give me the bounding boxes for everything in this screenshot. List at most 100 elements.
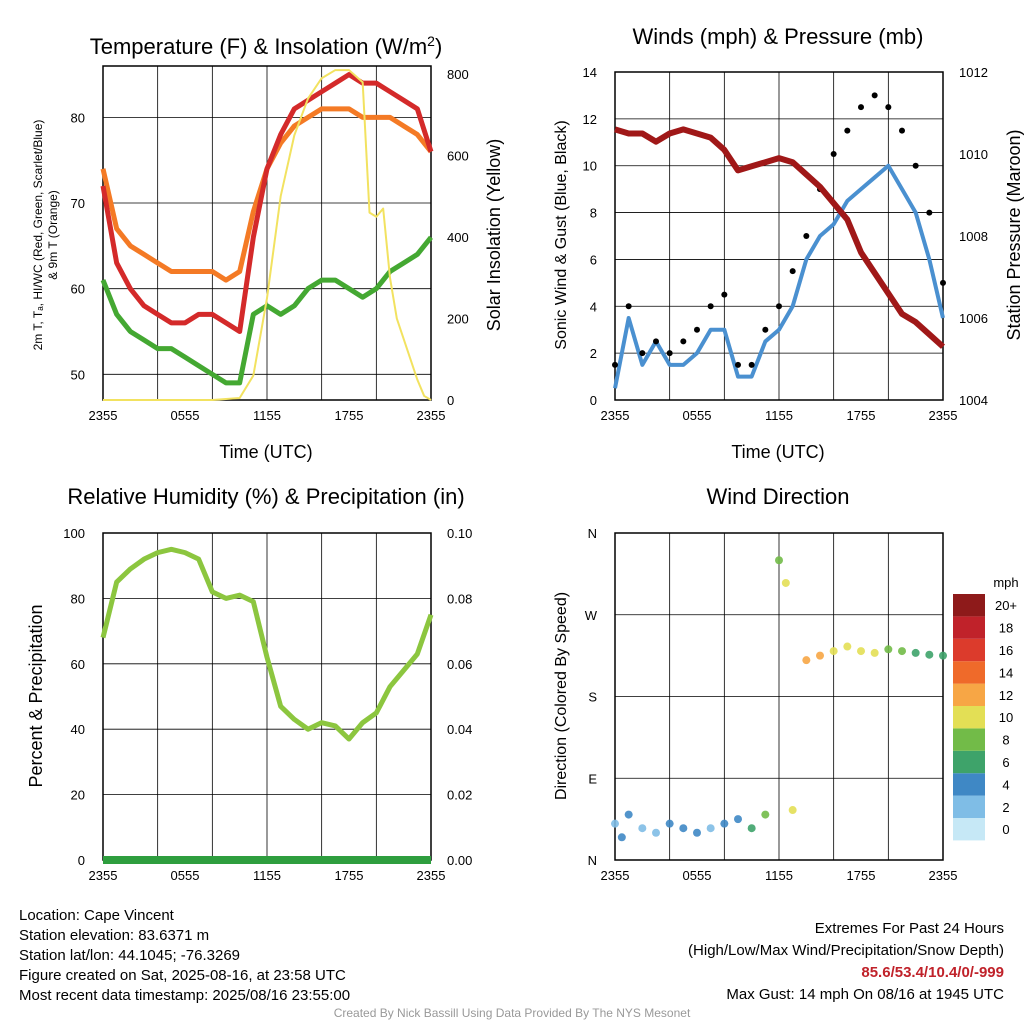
y2-tick-label: 1008 <box>959 229 988 244</box>
gust-point <box>844 127 851 134</box>
direction-point <box>761 810 770 819</box>
legend-swatch <box>953 795 985 818</box>
y2-tick-label: 0.10 <box>447 526 472 541</box>
temperature-ylabel-1: 2m T, Tₐ, HI/WC (Red, Green, Scarlet/Blu… <box>31 120 45 351</box>
plot-frame <box>102 65 432 401</box>
direction-point <box>788 806 797 815</box>
gust-point <box>625 303 632 310</box>
x-tick-label: 0555 <box>171 868 200 883</box>
y2-tick-label: 0 <box>447 393 454 408</box>
humidity-ylabel: Percent & Precipitation <box>26 604 46 787</box>
x-tick-label: 0555 <box>171 408 200 423</box>
direction-point <box>775 556 783 565</box>
temperature-xlabel: Time (UTC) <box>219 442 312 462</box>
direction-point <box>734 815 742 824</box>
y-tick-label: 2 <box>590 346 597 361</box>
y2-tick-label: 800 <box>447 67 469 82</box>
extremes-subheading: (High/Low/Max Wind/Precipitation/Snow De… <box>688 942 1004 959</box>
max-gust: Max Gust: 14 mph On 08/16 at 1945 UTC <box>726 986 1004 1003</box>
x-tick-label: 1155 <box>765 868 793 883</box>
winds-title: Winds (mph) & Pressure (mb) <box>633 24 924 49</box>
gust-point <box>803 233 810 239</box>
winds-ylabel: Sonic Wind & Gust (Blue, Black) <box>553 120 570 349</box>
x-tick-label: 1755 <box>847 408 876 423</box>
legend-swatch <box>953 728 985 751</box>
legend-swatch <box>953 773 985 796</box>
gust-point <box>885 104 892 111</box>
direction-point <box>898 647 906 656</box>
x-tick-label: 2355 <box>89 868 118 883</box>
x-tick-label: 1755 <box>847 868 876 883</box>
temperature-series-3 <box>103 69 432 401</box>
wind-direction-title: Wind Direction <box>706 484 849 509</box>
wind-direction-ylabel: Direction (Colored By Speed) <box>553 592 570 800</box>
legend-label: 12 <box>999 688 1013 703</box>
gust-point <box>721 291 728 298</box>
gust-point <box>926 209 933 216</box>
direction-point <box>679 824 688 833</box>
footer-credit: Created By Nick Bassill Using Data Provi… <box>333 1006 691 1020</box>
direction-point <box>884 645 893 654</box>
y-tick-label: 14 <box>583 65 597 80</box>
y-tick-label: N <box>588 526 597 541</box>
y2-tick-label: 1004 <box>959 393 988 408</box>
direction-point <box>911 648 920 657</box>
temperature-ylabel-2: & 9m T (Orange) <box>46 190 60 280</box>
winds-panel: Winds (mph) & Pressure (mb) Time (UTC) S… <box>553 24 1024 462</box>
legend-swatch <box>953 750 985 774</box>
x-tick-label: 2355 <box>89 408 118 423</box>
gust-point <box>639 350 646 357</box>
extremes-values: 85.6/53.4/10.4/0/-999 <box>861 964 1004 981</box>
x-tick-label: 1755 <box>335 868 364 883</box>
gust-point <box>748 361 755 368</box>
x-tick-label: 2355 <box>601 408 630 423</box>
recent-timestamp: Most recent data timestamp: 2025/08/16 2… <box>19 987 351 1004</box>
direction-point <box>857 647 865 656</box>
station-latlon: Station lat/lon: 44.1045; -76.3269 <box>19 947 241 964</box>
y2-tick-label: 400 <box>447 230 469 245</box>
direction-point <box>652 828 660 837</box>
y-tick-label: E <box>588 771 597 786</box>
gust-point <box>612 361 618 368</box>
y-tick-label: 60 <box>71 282 85 297</box>
y-tick-label: 80 <box>71 110 85 125</box>
station-info: Location: Cape Vincent Station elevation… <box>19 906 350 1006</box>
direction-point <box>706 824 715 833</box>
direction-point <box>925 650 934 659</box>
gust-point <box>735 361 741 368</box>
x-tick-label: 2355 <box>929 408 958 423</box>
y-tick-label: 60 <box>71 657 85 672</box>
legend-label: 2 <box>1002 800 1009 815</box>
gust-point <box>871 92 878 99</box>
y2-tick-label: 0.04 <box>447 722 472 737</box>
x-tick-label: 1155 <box>253 408 281 423</box>
direction-point <box>624 810 633 819</box>
legend-swatch <box>953 683 985 706</box>
direction-point <box>665 819 674 828</box>
y2-tick-label: 0.06 <box>447 657 472 672</box>
x-tick-label: 1155 <box>253 868 281 883</box>
gust-point <box>653 338 659 345</box>
direction-point <box>816 651 824 660</box>
temperature-series-2 <box>100 235 433 386</box>
station-elevation: Station elevation: 83.6371 m <box>19 927 210 944</box>
y2-tick-label: 1010 <box>959 147 988 162</box>
y2-tick-label: 1006 <box>959 311 988 326</box>
y-tick-label: W <box>585 608 598 623</box>
gust-point <box>707 303 714 310</box>
direction-point <box>611 819 619 828</box>
y-tick-label: 80 <box>71 591 85 606</box>
temperature-series-1 <box>100 72 434 334</box>
legend-swatch <box>953 661 985 684</box>
direction-point <box>870 648 879 657</box>
wind-speed-line <box>613 163 945 389</box>
legend-label: 4 <box>1002 777 1009 792</box>
x-tick-label: 2355 <box>929 868 958 883</box>
direction-point <box>693 828 701 837</box>
x-tick-label: 2355 <box>601 868 630 883</box>
direction-point <box>720 819 729 828</box>
y-tick-label: 40 <box>71 722 85 737</box>
gust-point <box>899 127 905 134</box>
x-tick-label: 1155 <box>765 408 793 423</box>
wind-direction-panel: Wind Direction Direction (Colored By Spe… <box>553 484 1019 883</box>
